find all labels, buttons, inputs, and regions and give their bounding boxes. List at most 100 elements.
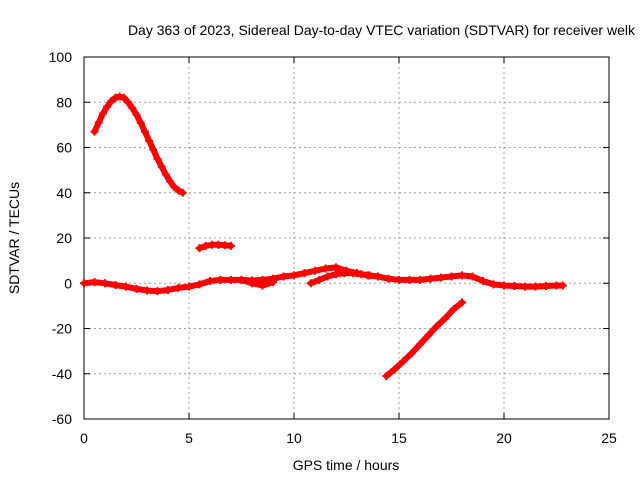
data-series [80, 92, 567, 381]
y-tick-label: 20 [56, 230, 72, 246]
data-point [90, 127, 99, 136]
data-point [227, 275, 235, 284]
data-point [111, 93, 120, 102]
x-tick-label: 10 [286, 430, 302, 446]
y-tick-label: 60 [56, 140, 72, 156]
x-tick-label: 20 [496, 430, 512, 446]
data-point [153, 287, 162, 296]
data-point [449, 305, 458, 314]
data-point [500, 281, 508, 290]
data-point [407, 349, 416, 358]
series-track [383, 299, 465, 379]
data-point [357, 270, 366, 279]
data-point [149, 145, 158, 154]
data-point [374, 272, 382, 281]
data-point [124, 98, 133, 107]
data-point [426, 274, 435, 283]
x-tick-label: 0 [80, 430, 88, 446]
data-point [174, 186, 183, 195]
data-point [195, 244, 204, 253]
data-point [119, 93, 128, 102]
data-point [405, 275, 414, 284]
data-point [437, 273, 445, 282]
data-point [161, 170, 170, 179]
data-point [321, 264, 330, 273]
data-point [170, 183, 179, 192]
data-point [323, 272, 332, 281]
y-tick-label: 0 [64, 275, 72, 291]
data-point [195, 280, 204, 289]
data-point [399, 357, 408, 366]
data-point [332, 270, 340, 279]
data-point [174, 283, 183, 292]
data-point [132, 110, 141, 119]
data-point [531, 282, 540, 291]
data-point [206, 276, 214, 285]
data-point [290, 271, 298, 280]
data-point [153, 154, 162, 163]
series-arc-1 [90, 92, 187, 197]
data-point [269, 278, 277, 287]
series-arc-5 [306, 269, 382, 288]
data-point [521, 282, 529, 291]
data-point [332, 263, 340, 272]
axis-ticks: -60 -40 -20 0 20 40 60 80 100 0 5 10 15 20 25 [49, 49, 617, 446]
data-point [132, 284, 141, 293]
data-point [384, 274, 393, 283]
data-point [441, 314, 450, 323]
y-tick-label: -20 [52, 321, 72, 337]
series-arc-4 [237, 275, 277, 290]
data-point [80, 279, 88, 288]
chart-title: Day 363 of 2023, Sidereal Day-to-day VTE… [128, 22, 636, 38]
y-tick-label: 80 [56, 94, 72, 110]
data-point [115, 92, 124, 101]
x-axis-label: GPS time / hours [293, 457, 400, 473]
series-arc-6 [382, 298, 466, 381]
data-point [101, 279, 109, 288]
data-point [164, 286, 172, 295]
y-tick-label: -60 [52, 411, 72, 427]
data-point [458, 298, 466, 307]
data-point [140, 127, 149, 136]
x-tick-label: 25 [601, 430, 617, 446]
y-tick-label: 40 [56, 185, 72, 201]
y-axis-label: SDTVAR / TECUs [6, 182, 22, 294]
y-tick-label: 100 [49, 49, 73, 65]
data-point [258, 281, 267, 290]
x-tick-label: 15 [391, 430, 407, 446]
data-point [382, 372, 391, 381]
data-point [390, 365, 399, 374]
data-point [145, 136, 154, 145]
data-point [542, 281, 550, 290]
data-point [479, 276, 487, 285]
data-point [227, 241, 235, 250]
data-point [447, 272, 456, 281]
data-point [103, 102, 112, 111]
series-track [238, 276, 276, 289]
data-point [468, 272, 477, 281]
data-point [340, 269, 349, 278]
data-point [432, 322, 441, 331]
grid-lines [84, 57, 609, 419]
data-point [279, 272, 288, 281]
data-point [489, 280, 498, 289]
y-tick-label: -40 [52, 366, 72, 382]
data-point [416, 340, 424, 349]
data-point [122, 282, 130, 291]
data-point [315, 275, 324, 284]
data-point [311, 266, 319, 275]
data-point [416, 275, 424, 284]
data-point [365, 271, 374, 280]
data-point [348, 269, 357, 278]
data-point [157, 162, 166, 171]
x-tick-label: 5 [185, 430, 193, 446]
series-arc-3 [80, 263, 567, 296]
data-point [94, 118, 103, 127]
series-track [91, 93, 186, 196]
data-point [300, 269, 309, 278]
data-point [107, 97, 116, 106]
data-point [216, 275, 225, 284]
data-point [143, 286, 151, 295]
series-arc-2 [195, 240, 235, 253]
